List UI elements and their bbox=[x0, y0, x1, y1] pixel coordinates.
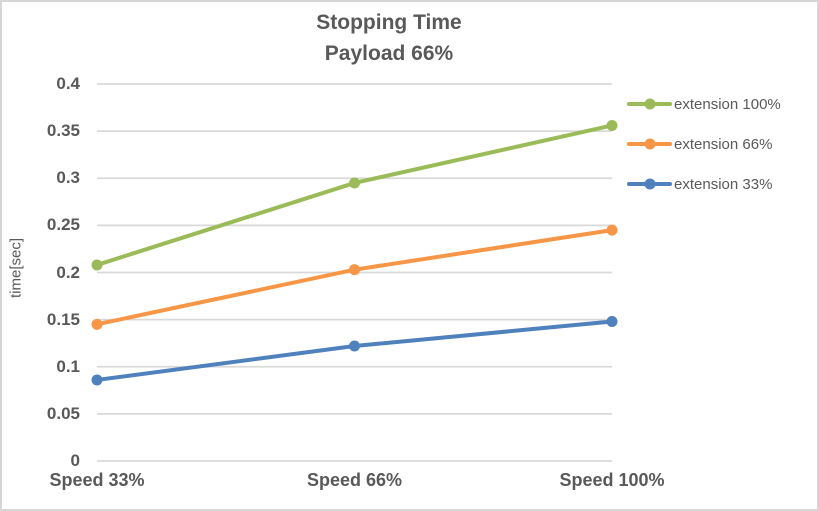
data-point-marker bbox=[349, 264, 360, 276]
legend-marker-dot-icon bbox=[644, 178, 655, 190]
y-tick-label: 0.1 bbox=[56, 356, 80, 376]
y-tick-label: 0.25 bbox=[46, 215, 80, 235]
y-tick-label: 0.4 bbox=[56, 74, 80, 93]
y-tick-label: 0 bbox=[70, 451, 80, 470]
data-point-marker bbox=[349, 340, 360, 352]
y-tick-label: 0.15 bbox=[46, 309, 80, 329]
legend-item-label: extension 66% bbox=[674, 135, 773, 153]
x-tick-label: Speed 33% bbox=[49, 470, 145, 490]
x-tick-label: Speed 100% bbox=[559, 470, 665, 490]
y-tick-label: 0.05 bbox=[46, 403, 80, 423]
chart-title-line1: Stopping Time bbox=[316, 11, 462, 34]
legend-item-label: extension 100% bbox=[674, 95, 781, 113]
legend-marker-dot-icon bbox=[644, 138, 655, 150]
data-point-marker bbox=[91, 259, 103, 271]
y-tick-label: 0.35 bbox=[46, 121, 80, 141]
legend-marker-dot-icon bbox=[644, 98, 655, 110]
legend-item: extension 66% bbox=[627, 134, 772, 154]
data-point-marker bbox=[606, 119, 618, 131]
x-tick-label: Speed 66% bbox=[306, 470, 403, 490]
legend-line-marker-icon bbox=[627, 98, 672, 110]
data-point-marker bbox=[606, 316, 618, 328]
data-point-marker bbox=[91, 374, 103, 386]
data-point-marker bbox=[349, 177, 360, 189]
legend-item: extension 100% bbox=[627, 94, 781, 114]
legend-item: extension 33% bbox=[627, 174, 772, 194]
series-line bbox=[95, 123, 614, 267]
series-line bbox=[95, 228, 614, 327]
y-tick-label: 0.2 bbox=[56, 262, 80, 282]
y-tick-label: 0.3 bbox=[56, 168, 80, 188]
legend-item-label: extension 33% bbox=[674, 175, 773, 193]
chart-title-line2: Payload 66% bbox=[324, 42, 454, 65]
chart-title: Stopping Time Payload 66% bbox=[2, 7, 776, 69]
legend-line-marker-icon bbox=[627, 178, 672, 190]
legend-line-marker-icon bbox=[627, 138, 672, 150]
data-point-marker bbox=[91, 318, 103, 330]
data-point-marker bbox=[606, 224, 618, 236]
